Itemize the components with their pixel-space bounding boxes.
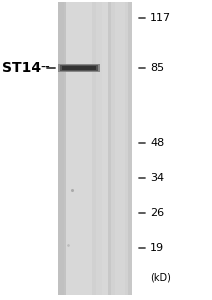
Bar: [60, 65, 98, 71]
Bar: [83, 2, 89, 295]
Text: 34: 34: [150, 173, 164, 183]
Text: (kD): (kD): [150, 273, 171, 283]
Text: 26: 26: [150, 208, 164, 218]
Text: --: --: [40, 61, 50, 75]
Text: ST14: ST14: [2, 61, 41, 75]
Bar: [111, 2, 128, 295]
Bar: [96, 2, 102, 295]
Text: 19: 19: [150, 243, 164, 253]
Text: 85: 85: [150, 63, 164, 73]
Bar: [77, 2, 83, 295]
Bar: [66, 2, 92, 295]
Bar: [102, 2, 108, 295]
Bar: [58, 2, 64, 295]
Bar: [58, 64, 100, 72]
Bar: [71, 2, 77, 295]
Bar: [62, 66, 96, 70]
Bar: [58, 2, 100, 295]
Bar: [107, 2, 132, 295]
Bar: [114, 2, 124, 295]
Text: 48: 48: [150, 138, 164, 148]
Bar: [64, 2, 71, 295]
Bar: [89, 2, 96, 295]
Text: 117: 117: [150, 13, 171, 23]
